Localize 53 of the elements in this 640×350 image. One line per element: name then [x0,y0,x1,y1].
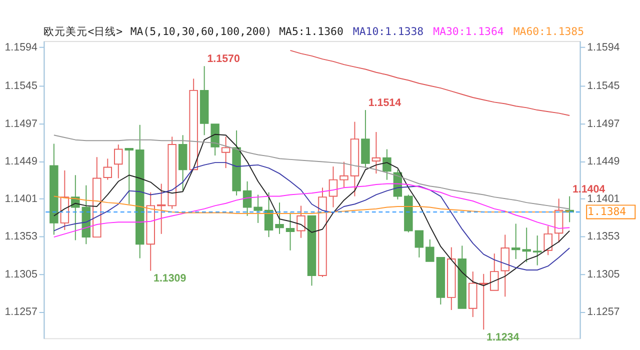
text: MA5:1.1360 [279,25,344,38]
candlestick [414,230,424,258]
candlestick [264,192,274,238]
candlestick [114,144,123,179]
text: MA30:1.1364 [433,25,504,38]
text: MA10:1.1338 [352,25,424,38]
y-tick-label: 1.1594 [4,42,38,54]
y2-tick-label: 1.1449 [587,155,620,168]
candlestick [544,226,552,256]
candlestick [490,253,499,291]
y-tick-label: 1.1257 [4,306,38,318]
candlestick [296,205,306,238]
y2-tick-label: 1.1545 [587,80,620,92]
candlestick [221,136,230,169]
y2-tick-label: 1.1594 [587,42,620,54]
line-series [290,50,570,116]
y2-tick-label: 1.1497 [587,118,620,130]
y-tick-label: 1.1449 [4,155,38,168]
y-tick-label: 1.1353 [4,230,38,243]
candlestick [242,180,252,216]
y2-tick-label: 1.1401 [587,193,620,206]
annotation: 1.1404 [572,183,606,196]
candlestick [522,227,531,263]
candlestick [210,124,220,156]
candlestick [340,161,348,188]
ref-line-label: 1.1384 [588,204,626,218]
annotation: 1.1234 [486,331,520,344]
chart-subtitle: MA(5,10,30,60,100,200) [130,25,272,38]
y-tick-label: 1.1497 [4,118,38,130]
chart-title: 欧元美元<日线> [44,25,123,38]
y2-tick-label: 1.1353 [587,230,620,243]
candlestick [286,212,295,251]
y-tick-label: 1.1545 [4,80,38,92]
candlestick [372,132,381,174]
y2-tick-label: 1.1305 [587,268,620,280]
candlestick [500,234,510,298]
candlestick [103,158,112,180]
y-tick-label: 1.1401 [4,193,38,206]
line-series [53,162,570,270]
candlestick [124,148,134,205]
annotation: 1.1514 [368,97,402,110]
annotation: 1.1309 [154,272,186,284]
candlestick [532,235,542,266]
candlestick [426,238,434,262]
candlestick [275,202,284,234]
annotation: 1.1570 [207,53,240,66]
candlestick [328,166,338,208]
candlestick [511,223,520,260]
candlestick [382,148,392,180]
candlestick [254,194,262,224]
text: MA60:1.1385 [513,25,584,38]
y-tick-label: 1.1305 [4,268,38,280]
y2-tick-label: 1.1257 [587,306,620,318]
